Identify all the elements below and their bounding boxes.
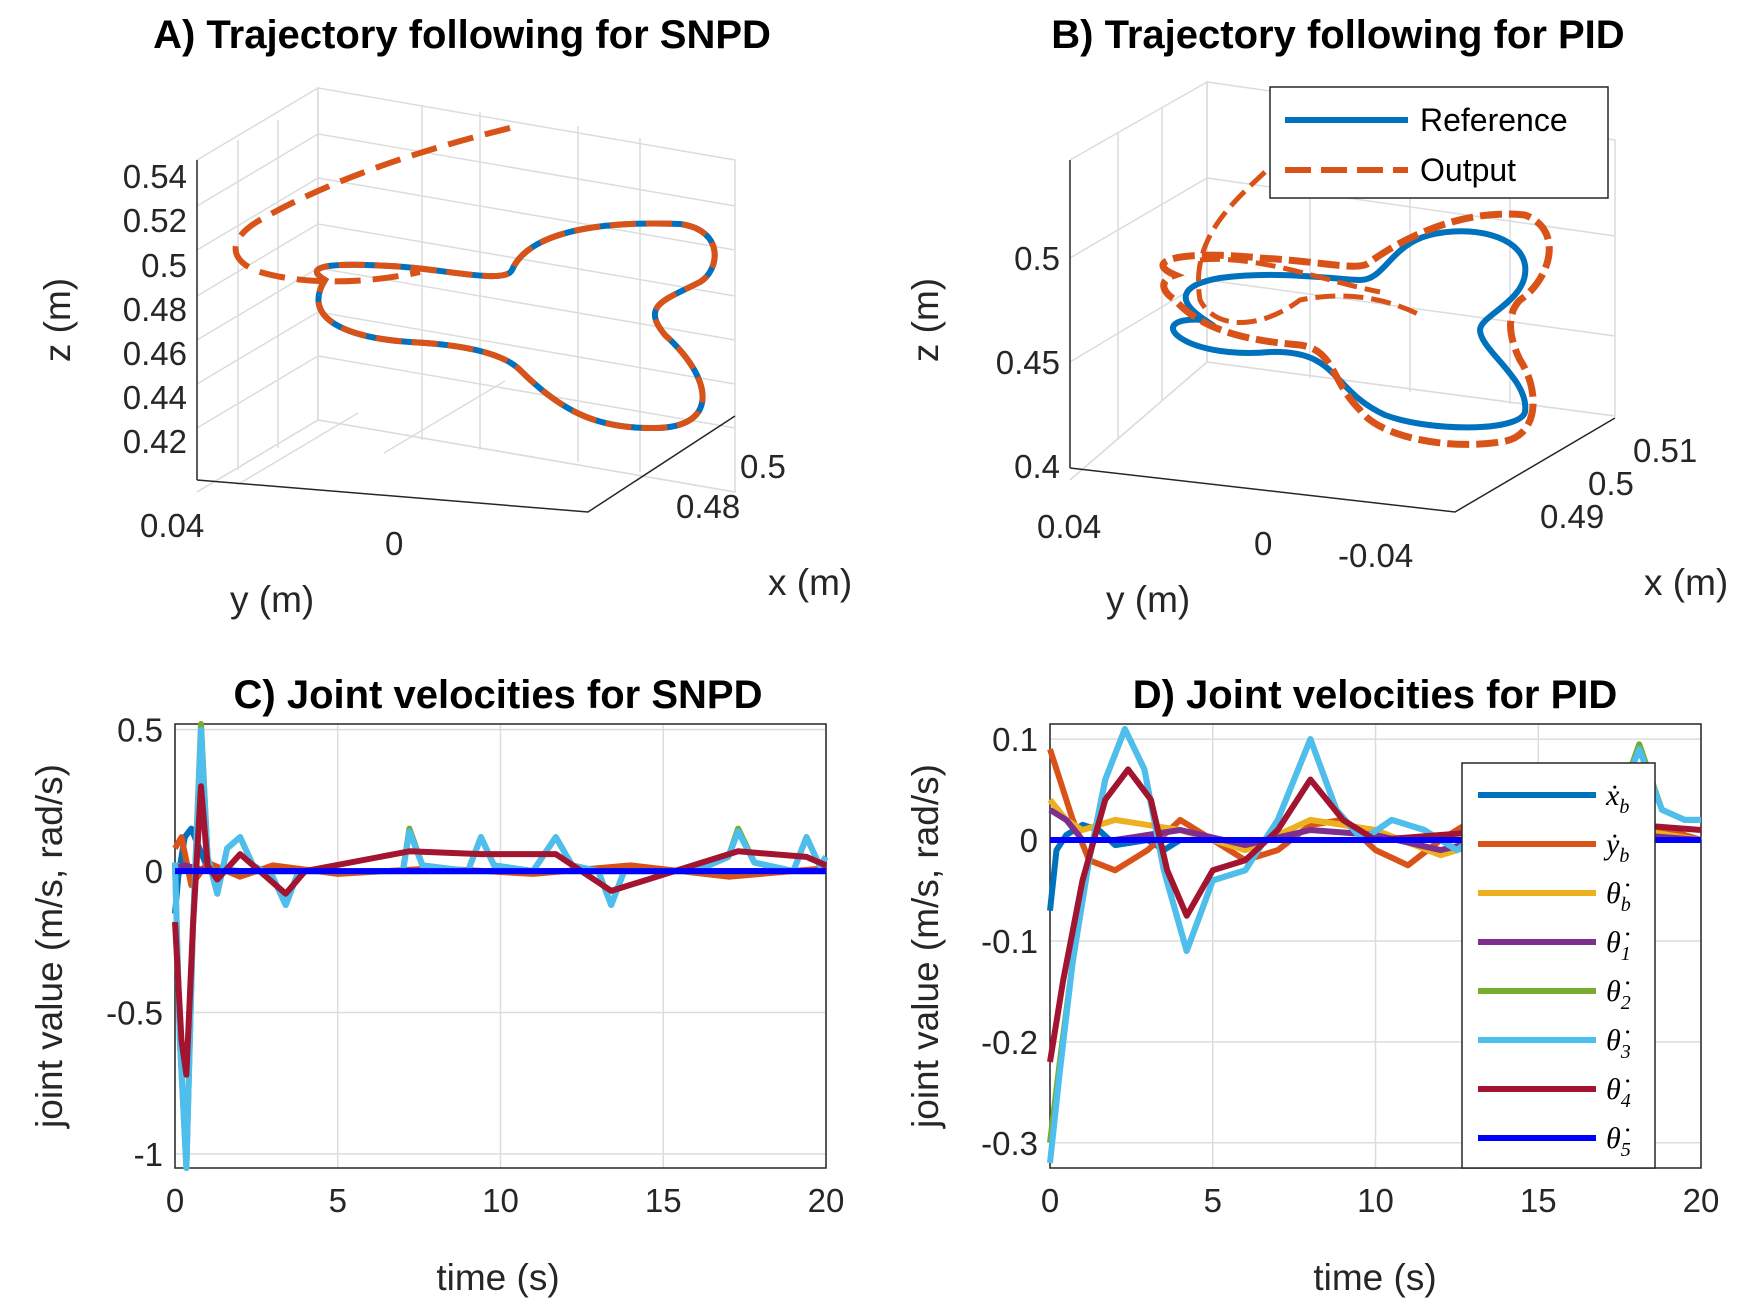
svg-text:0.04: 0.04 <box>1037 508 1101 545</box>
svg-text:0.48: 0.48 <box>123 291 187 328</box>
panel-c-xtick-label: 15 <box>645 1182 682 1219</box>
panel-c-ticks: 0 5 10 15 20 0.5 0 -0.5 -1 <box>106 712 844 1219</box>
panel-a-zlabel: z (m) <box>37 278 78 362</box>
panel-a-grid <box>196 86 736 493</box>
panel-c-xlabel: time (s) <box>436 1257 559 1298</box>
panel-d-title: D) Joint velocities for PID <box>1133 673 1618 717</box>
svg-text:0.45: 0.45 <box>996 344 1060 381</box>
svg-text:0.46: 0.46 <box>123 335 187 372</box>
panel-a-x-ticks: 0.5 0.48 <box>676 448 786 525</box>
svg-text:0.48: 0.48 <box>676 488 740 525</box>
panel-c-ytick-label: 0.5 <box>117 712 163 749</box>
panel-b-output-inner <box>1196 170 1422 325</box>
panel-d-ylabel: joint value (m/s, rad/s) <box>905 764 946 1129</box>
svg-text:0.44: 0.44 <box>123 379 187 416</box>
panel-c-xtick-label: 10 <box>482 1182 519 1219</box>
panel-a: A) Trajectory following for SNPD 0.54 0.… <box>37 13 852 620</box>
svg-text:0.52: 0.52 <box>123 202 187 239</box>
svg-text:0.5: 0.5 <box>740 448 786 485</box>
panel-c-ylabel: joint value (m/s, rad/s) <box>29 764 70 1129</box>
panel-d-frame <box>1049 723 1702 1169</box>
panel-c-grid <box>174 724 827 1168</box>
panel-d-xtick-label: 15 <box>1520 1182 1557 1219</box>
panel-b-y-ticks: 0.04 0 -0.04 <box>1037 508 1413 574</box>
panel-a-output-line <box>313 220 718 432</box>
panel-c: C) Joint velocities for SNPD 0 5 10 15 20 0.5… <box>29 673 844 1298</box>
svg-text:0.54: 0.54 <box>123 158 187 195</box>
legend-output-label: Output <box>1420 152 1516 188</box>
panel-d-xtick-label: 10 <box>1357 1182 1394 1219</box>
svg-text:0.5: 0.5 <box>141 247 187 284</box>
panel-d-xtick-label: 20 <box>1683 1182 1720 1219</box>
panel-a-reference-line <box>313 220 718 432</box>
svg-text:0: 0 <box>1254 525 1272 562</box>
panel-d-ytick-label: -0.2 <box>981 1024 1038 1061</box>
panel-d-ytick-label: 0 <box>1020 822 1038 859</box>
svg-text:-0.04: -0.04 <box>1338 537 1413 574</box>
panel-b-ylabel: y (m) <box>1106 579 1190 620</box>
panel-b-z-ticks: 0.5 0.45 0.4 <box>996 240 1060 485</box>
panel-b-legend: Reference Output <box>1269 86 1609 199</box>
panel-c-xtick-label: 20 <box>808 1182 845 1219</box>
panel-a-ylabel: y (m) <box>230 579 314 620</box>
panel-c-ytick-label: -0.5 <box>106 994 163 1031</box>
panel-d-ytick-label: -0.3 <box>981 1125 1038 1162</box>
panel-a-title: A) Trajectory following for SNPD <box>153 13 771 57</box>
panel-c-ytick-label: 0 <box>145 853 163 890</box>
svg-text:0.4: 0.4 <box>1014 448 1060 485</box>
svg-text:0: 0 <box>385 525 403 562</box>
svg-text:0.42: 0.42 <box>123 423 187 460</box>
panel-b-axes <box>1069 160 1616 513</box>
svg-text:0.5: 0.5 <box>1014 240 1060 277</box>
panel-c-xtick-label: 0 <box>166 1182 184 1219</box>
panel-a-z-ticks: 0.54 0.52 0.5 0.48 0.46 0.44 0.42 <box>123 158 187 460</box>
panel-b-title: B) Trajectory following for PID <box>1051 13 1624 57</box>
panel-d-xlabel: time (s) <box>1313 1257 1436 1298</box>
panel-c-series <box>172 721 829 1171</box>
panel-d-xtick-label: 0 <box>1041 1182 1059 1219</box>
panel-c-ytick-label: -1 <box>134 1136 163 1173</box>
panel-b: B) Trajectory following for PID 0.5 0.45… <box>905 13 1728 620</box>
panel-c-series-th4 <box>172 783 828 1078</box>
panel-a-y-ticks: 0.04 0 <box>140 507 403 562</box>
svg-text:0.51: 0.51 <box>1633 432 1697 469</box>
panel-a-axes <box>196 160 736 513</box>
panel-b-zlabel: z (m) <box>905 278 946 362</box>
panel-b-x-ticks: 0.51 0.5 0.49 <box>1540 432 1697 535</box>
svg-text:0.49: 0.49 <box>1540 498 1604 535</box>
panel-b-output-line <box>1159 210 1553 448</box>
panel-d-xtick-label: 5 <box>1204 1182 1222 1219</box>
panel-a-xlabel: x (m) <box>768 562 852 603</box>
svg-text:0.5: 0.5 <box>1588 465 1634 502</box>
panel-c-xtick-label: 5 <box>329 1182 347 1219</box>
svg-text:0.04: 0.04 <box>140 507 204 544</box>
panel-d-ytick-label: 0.1 <box>992 721 1038 758</box>
panel-d: D) Joint velocities for PID 0 5 10 15 200.10… <box>905 673 1719 1298</box>
panel-d-ytick-label: -0.1 <box>981 923 1038 960</box>
panel-c-title: C) Joint velocities for SNPD <box>234 673 763 717</box>
panel-d-ticks: 0 5 10 15 20 0.1 0 -0.1 -0.2 -0.3 <box>981 721 1719 1219</box>
panel-b-xlabel: x (m) <box>1644 562 1728 603</box>
legend-reference-label: Reference <box>1420 102 1568 138</box>
